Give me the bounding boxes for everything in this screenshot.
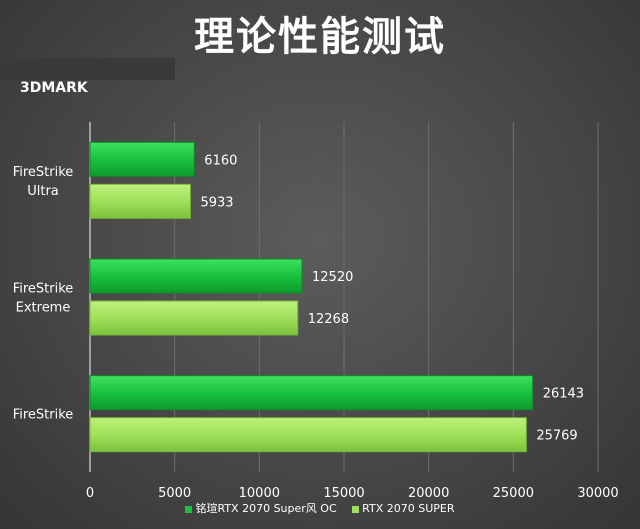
bar-3-series-2 [89,417,527,453]
x-tick-label-0: 0 [86,486,94,501]
legend-swatch-series-2 [352,505,360,513]
category-label-1-line-1: FireStrike [13,165,74,180]
data-label-2-series-1: 12520 [312,270,353,285]
bar-3-series-1 [89,375,534,411]
x-tick-label-5: 25000 [493,486,534,501]
legend: 铭瑄RTX 2070 Super风 OC RTX 2070 SUPER [0,500,640,516]
bar-2-series-2 [89,300,299,336]
x-tick-label-2: 10000 [239,486,280,501]
legend-swatch-series-1 [185,505,193,513]
category-label-3: FireStrike [13,408,74,423]
data-label-3-series-1: 26143 [543,387,584,402]
chart-title: 理论性能测试 [194,14,446,60]
legend-item-series-1: 铭瑄RTX 2070 Super风 OC [185,500,337,516]
subtitle-background [0,58,175,80]
x-tick-label-4: 20000 [408,486,449,501]
x-tick-label-6: 30000 [577,486,618,501]
legend-label-series-2: RTX 2070 SUPER [362,502,455,515]
legend-label-series-1: 铭瑄RTX 2070 Super风 OC [195,502,337,515]
legend-item-series-2: RTX 2070 SUPER [352,502,455,515]
data-label-1-series-1: 6160 [204,153,237,168]
data-label-2-series-2: 12268 [308,312,349,327]
x-tick-label-3: 15000 [323,486,364,501]
category-label-1-line-2: Ultra [27,184,59,199]
bar-2-series-1 [89,258,303,294]
category-label-1: FireStrike Ultra [13,165,74,199]
x-tick-label-1: 5000 [158,486,191,501]
data-label-3-series-2: 25769 [536,429,577,444]
bar-1-series-2 [89,183,191,219]
category-label-2-line-1: FireStrike [13,282,74,297]
chart-subtitle: 3DMARK [20,80,88,96]
category-label-3-line-1: FireStrike [13,408,74,423]
category-label-2: FireStrike Extreme [13,282,74,316]
bar-1-series-1 [89,141,195,177]
data-label-1-series-2: 5933 [200,195,233,210]
category-label-2-line-2: Extreme [16,301,71,316]
